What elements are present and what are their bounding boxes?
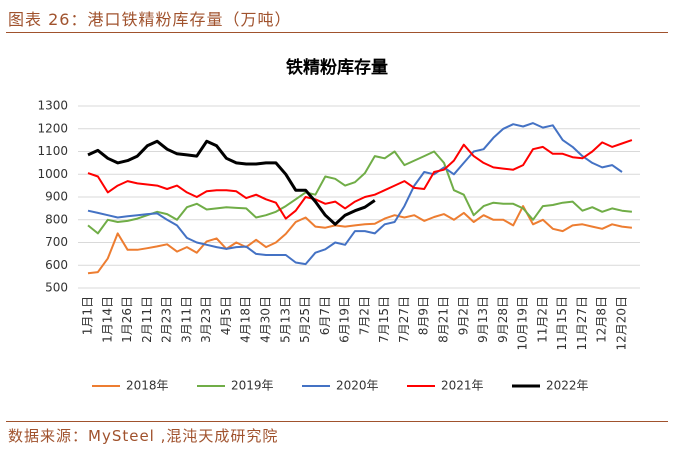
y-tick-label: 1000 xyxy=(37,167,68,181)
x-tick-label: 2月11日 xyxy=(140,296,154,343)
y-tick-label: 600 xyxy=(45,258,68,272)
x-tick-label: 7月15日 xyxy=(377,296,391,343)
x-tick-label: 8月9日 xyxy=(417,296,431,335)
y-tick-label: 1300 xyxy=(37,99,68,113)
legend-label: 2020年 xyxy=(336,379,379,393)
x-tick-label: 11月2日 xyxy=(535,296,549,343)
x-tick-label: 6月7日 xyxy=(318,296,332,335)
x-tick-label: 7月2日 xyxy=(357,296,371,335)
legend-label: 2018年 xyxy=(126,379,169,393)
y-tick-label: 500 xyxy=(45,281,68,295)
x-tick-label: 4月18日 xyxy=(239,296,253,343)
source-note: 数据来源：MySteel ,混沌天成研究院 xyxy=(8,427,279,445)
x-tick-label: 9月2日 xyxy=(456,296,470,335)
y-tick-label: 900 xyxy=(45,190,68,204)
y-tick-label: 800 xyxy=(45,212,68,226)
x-tick-label: 12月20日 xyxy=(615,296,629,351)
legend-label: 2021年 xyxy=(441,379,484,393)
x-tick-label: 4月5日 xyxy=(219,296,233,335)
x-tick-label: 1月14日 xyxy=(100,296,114,343)
x-tick-label: 11月15日 xyxy=(555,296,569,351)
x-tick-label: 1月1日 xyxy=(81,296,95,335)
x-tick-label: 6月19日 xyxy=(338,296,352,343)
series-line xyxy=(87,139,633,220)
series-line xyxy=(87,122,623,266)
legend-label: 2022年 xyxy=(546,379,589,393)
x-tick-label: 2月23日 xyxy=(160,296,174,343)
y-tick-label: 1100 xyxy=(37,144,68,158)
x-tick-label: 4月30日 xyxy=(259,296,273,343)
figure-header: 图表 26：港口铁精粉库存量（万吨） xyxy=(8,10,292,29)
y-tick-label: 700 xyxy=(45,235,68,249)
x-tick-label: 10月19日 xyxy=(516,296,530,351)
x-tick-label: 5月13日 xyxy=(278,296,292,343)
x-tick-label: 12月8日 xyxy=(595,296,609,343)
x-tick-label: 9月28日 xyxy=(496,296,510,343)
y-tick-label: 1200 xyxy=(37,121,68,135)
x-tick-label: 8月21日 xyxy=(437,296,451,343)
x-tick-label: 3月11日 xyxy=(179,296,193,343)
x-tick-label: 11月27日 xyxy=(575,296,589,351)
x-tick-label: 1月26日 xyxy=(120,296,134,343)
series-line xyxy=(87,150,633,235)
header-rule xyxy=(6,32,668,33)
legend-label: 2019年 xyxy=(231,379,274,393)
chart-title: 铁精粉库存量 xyxy=(286,57,388,78)
x-tick-label: 5月25日 xyxy=(298,296,312,343)
x-tick-label: 7月27日 xyxy=(397,296,411,343)
x-tick-label: 9月13日 xyxy=(476,296,490,343)
series-line xyxy=(87,139,376,226)
series-line xyxy=(87,205,633,275)
footer-rule xyxy=(6,421,668,422)
x-tick-label: 3月23日 xyxy=(199,296,213,343)
